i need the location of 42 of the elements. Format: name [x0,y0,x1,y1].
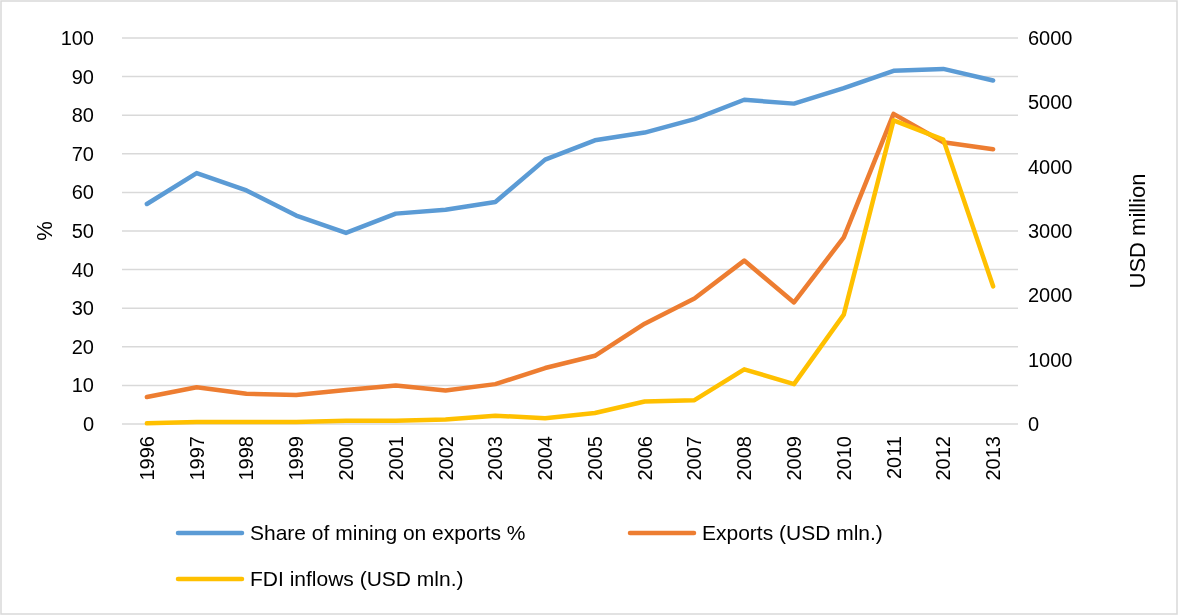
y-tick-label: 90 [71,65,94,88]
y2-tick-label: 0 [1028,413,1040,435]
y-tick-label: 50 [71,220,94,242]
y-tick-label: 60 [71,181,94,204]
x-tick-label: 2005 [583,436,606,481]
y-tick-label: 30 [71,297,94,320]
line-series [144,66,996,236]
y-axis-title: % [32,221,57,241]
x-tick-label: 1999 [285,436,308,481]
x-tick-label: 1996 [135,436,158,481]
x-tick-label: 2008 [733,436,756,481]
x-tick-label: 2003 [484,436,507,481]
x-tick-label: 2007 [683,436,706,481]
y-tick-label: 0 [82,413,94,435]
x-tick-label: 2012 [932,436,955,481]
legend-label: FDI inflows (USD mln.) [250,567,464,591]
y-tick-label: 70 [71,142,94,165]
x-tick-label: 2006 [633,436,656,481]
legend-label: Share of mining on exports % [250,521,526,545]
x-tick-label: 1998 [235,436,258,481]
y2-axis-title: USD million [1125,173,1150,289]
x-tick-label: 2011 [882,436,905,480]
y-tick-label: 20 [71,335,94,358]
y2-tick-label: 4000 [1028,155,1073,178]
x-tick-label: 2013 [982,436,1005,481]
y-tick-label: 80 [71,104,94,127]
y2-tick-label: 5000 [1028,91,1073,114]
y-tick-label: 40 [71,258,94,281]
x-tick-label: 2010 [832,436,855,481]
x-tick-label: 2009 [783,436,805,481]
y2-tick-label: 1000 [1028,348,1073,371]
y-tick-label: 100 [60,27,94,49]
x-tick-label: 2004 [534,436,557,481]
x-tick-label: 2001 [384,436,407,481]
y2-tick-label: 2000 [1028,284,1073,307]
y2-tick-label: 3000 [1028,220,1073,242]
x-tick-label: 1997 [185,436,208,481]
x-tick-label: 2000 [335,436,357,481]
y-tick-label: 10 [71,374,94,397]
x-tick-label: 2002 [434,436,457,481]
y2-tick-label: 6000 [1028,27,1073,49]
legend-label: Exports (USD mln.) [702,521,883,545]
